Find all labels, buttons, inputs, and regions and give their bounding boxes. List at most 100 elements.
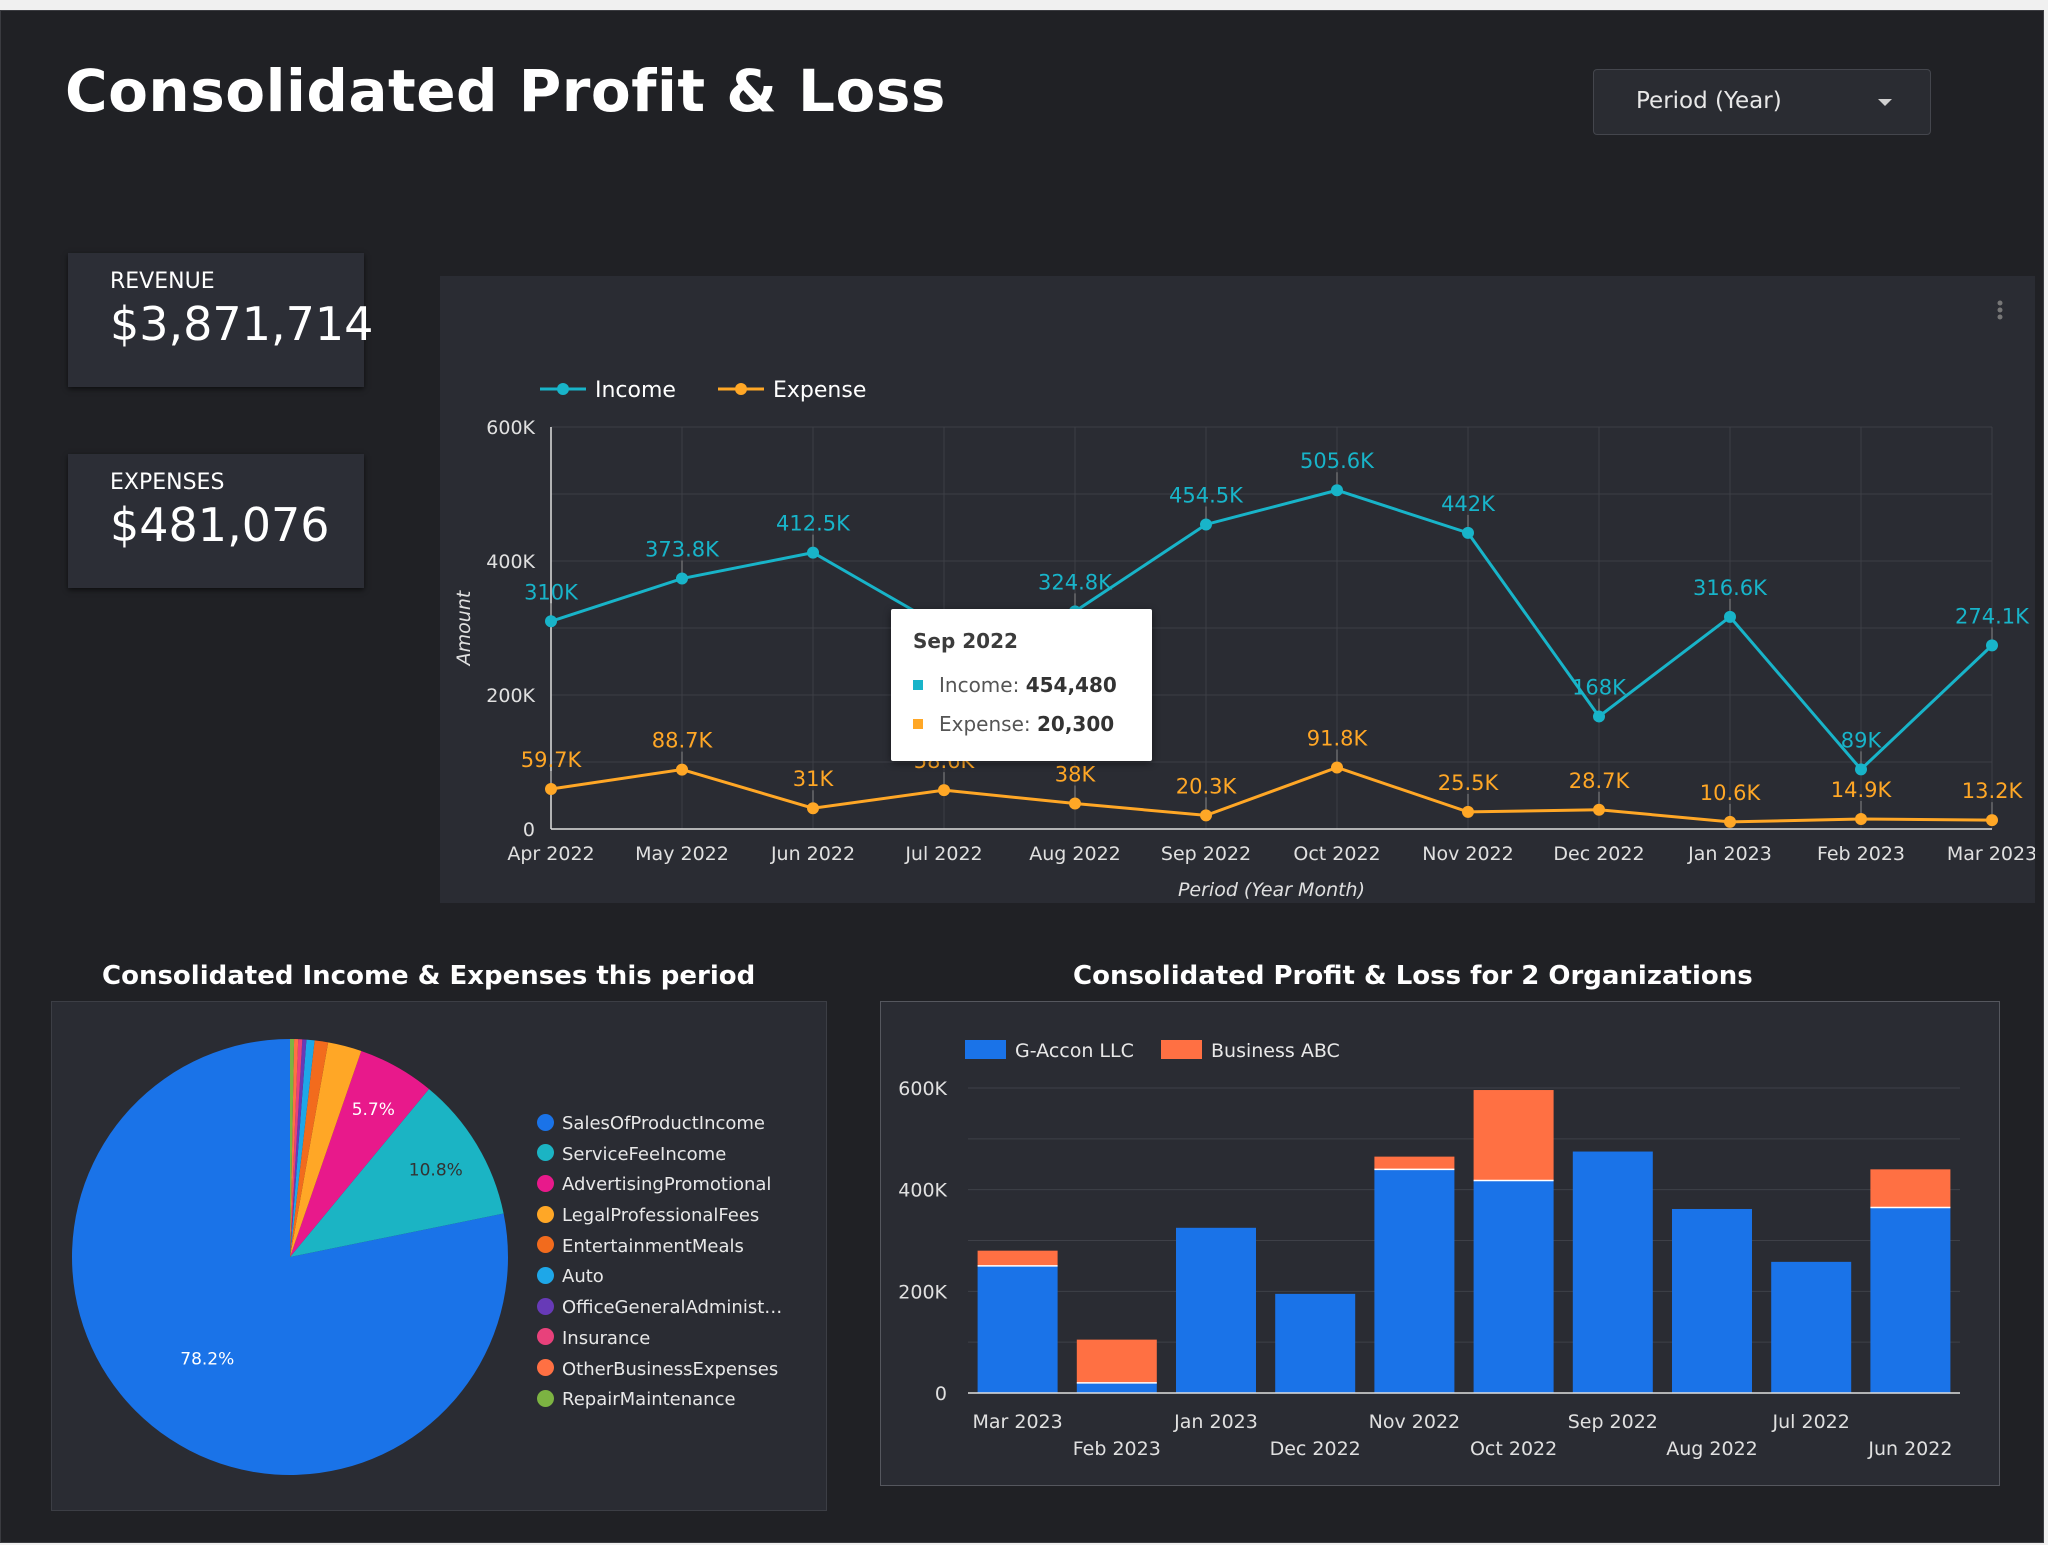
tooltip-income-value: 454,480 bbox=[1025, 673, 1117, 697]
x-tick-label: May 2022 bbox=[635, 843, 729, 865]
x-tick-label: Jan 2023 bbox=[1687, 843, 1772, 865]
x-tick-label: Aug 2022 bbox=[1666, 1438, 1758, 1460]
legend-item-expense: Expense bbox=[718, 378, 866, 403]
x-tick-label: Jul 2022 bbox=[1772, 1411, 1850, 1433]
tooltip-expense-label: Expense: bbox=[939, 712, 1031, 736]
pie-slice bbox=[290, 1040, 329, 1257]
bar-chart-title: Consolidated Profit & Loss for 2 Organiz… bbox=[1073, 961, 1753, 991]
tooltip-title: Sep 2022 bbox=[913, 629, 1018, 653]
expenses-label: EXPENSES bbox=[110, 470, 225, 495]
bar-gaccon bbox=[1374, 1169, 1455, 1393]
x-tick-label: Oct 2022 bbox=[1293, 843, 1380, 865]
pie-legend-label: OfficeGeneralAdminist… bbox=[562, 1297, 783, 1319]
legend-swatch bbox=[1161, 1040, 1202, 1059]
pie-legend-item: LegalProfessionalFees bbox=[537, 1205, 782, 1236]
legend-dot bbox=[537, 1236, 554, 1254]
pie-legend: SalesOfProductIncome ServiceFeeIncome Adve… bbox=[537, 1113, 782, 1420]
dashboard: Consolidated Profit & Loss Period (Year)… bbox=[0, 10, 2044, 1543]
x-tick-label: Dec 2022 bbox=[1553, 843, 1644, 865]
period-dropdown-label: Period (Year) bbox=[1636, 88, 1782, 114]
pie-legend-item: AdvertisingPromotional bbox=[537, 1174, 782, 1205]
x-tick-label: Feb 2023 bbox=[1073, 1438, 1161, 1460]
chevron-down-icon bbox=[1878, 99, 1892, 106]
x-tick-label: Aug 2022 bbox=[1029, 843, 1121, 865]
income-data-label: 412.5K bbox=[776, 512, 851, 536]
y-tick-label: 400K bbox=[898, 1180, 947, 1202]
pie-slice bbox=[290, 1050, 429, 1257]
expense-point bbox=[1855, 813, 1867, 826]
chart-tooltip: Sep 2022 Income: 454,480 Expense: 20,300 bbox=[891, 609, 1152, 761]
bar-gaccon bbox=[1771, 1261, 1852, 1393]
pie-legend-label: AdvertisingPromotional bbox=[562, 1174, 772, 1196]
pie-slice bbox=[290, 1089, 504, 1257]
expense-data-label: 13.2K bbox=[1962, 779, 2024, 803]
legend-dot bbox=[537, 1144, 554, 1162]
legend-dot bbox=[537, 1113, 554, 1131]
pie-legend-item: Insurance bbox=[537, 1328, 782, 1359]
expense-point bbox=[938, 784, 950, 797]
x-tick-label: Sep 2022 bbox=[1161, 843, 1251, 865]
y-tick-label: 400K bbox=[486, 551, 535, 573]
x-tick-label: Mar 2023 bbox=[1947, 843, 2035, 865]
pie-chart-panel: 78.2% 10.8% 5.7% bbox=[51, 1001, 827, 1511]
legend-item-income: Income bbox=[540, 378, 676, 403]
income-data-label: 505.6K bbox=[1300, 449, 1375, 473]
expense-data-label: 31K bbox=[793, 767, 835, 791]
expense-data-label: 10.6K bbox=[1700, 781, 1762, 805]
bar-gaccon bbox=[1870, 1207, 1951, 1393]
bar-business-abc bbox=[1076, 1339, 1157, 1383]
pie-legend-item: Auto bbox=[537, 1266, 782, 1297]
expense-data-label: 88.7K bbox=[652, 729, 714, 753]
income-data-label: 373.8K bbox=[645, 538, 720, 562]
expense-data-label: 25.5K bbox=[1438, 771, 1500, 795]
income-point bbox=[1200, 518, 1212, 531]
legend-label: Business ABC bbox=[1211, 1040, 1340, 1062]
expense-point bbox=[545, 783, 557, 796]
x-axis-title: Period (Year Month) bbox=[1178, 879, 1365, 901]
pie-legend-label: ServiceFeeIncome bbox=[562, 1143, 727, 1165]
legend-label: G-Accon LLC bbox=[1015, 1040, 1134, 1062]
legend-dot bbox=[537, 1174, 554, 1192]
pie-slice-label: 5.7% bbox=[352, 1100, 395, 1120]
income-point bbox=[676, 572, 688, 585]
pie-legend-label: RepairMaintenance bbox=[562, 1389, 736, 1411]
bar-chart: 0 200K 400K 600K G-Accon LLC Business ABC Mar … bbox=[898, 1040, 1960, 1460]
income-data-label: 442K bbox=[1441, 492, 1496, 516]
legend-dot bbox=[537, 1359, 554, 1376]
pie-slice-label: 10.8% bbox=[409, 1161, 463, 1181]
expense-point bbox=[676, 763, 688, 776]
legend-item: Business ABC bbox=[1161, 1040, 1340, 1062]
expense-point bbox=[1724, 815, 1736, 828]
pie-slice bbox=[290, 1039, 295, 1257]
legend-marker bbox=[735, 383, 747, 395]
y-tick-label: 200K bbox=[898, 1281, 947, 1303]
expense-point bbox=[807, 802, 819, 815]
x-tick-label: Dec 2022 bbox=[1270, 1438, 1361, 1460]
legend-dot bbox=[537, 1297, 554, 1315]
tooltip-expense-value: 20,300 bbox=[1036, 712, 1115, 736]
legend-dot bbox=[537, 1205, 554, 1223]
pie-legend-label: Auto bbox=[562, 1266, 604, 1288]
more-options-icon[interactable] bbox=[1990, 296, 2010, 326]
y-tick-label: 600K bbox=[486, 417, 535, 439]
period-dropdown[interactable]: Period (Year) bbox=[1593, 69, 1931, 135]
income-data-label: 310K bbox=[524, 580, 579, 604]
bar-business-abc bbox=[1374, 1156, 1455, 1170]
income-swatch bbox=[913, 679, 923, 690]
expense-data-label: 59.7K bbox=[521, 748, 583, 772]
pie-legend-item: SalesOfProductIncome bbox=[537, 1113, 782, 1144]
income-point bbox=[807, 546, 819, 559]
income-point bbox=[1331, 484, 1343, 497]
expense-point bbox=[1986, 814, 1998, 827]
x-tick-label: Apr 2022 bbox=[507, 843, 594, 865]
legend-item: G-Accon LLC bbox=[965, 1040, 1134, 1062]
tooltip-expense-row: Expense: 20,300 bbox=[913, 712, 1114, 736]
pie-legend-item: RepairMaintenance bbox=[537, 1389, 782, 1420]
income-point bbox=[1855, 763, 1867, 776]
x-tick-label: Sep 2022 bbox=[1568, 1411, 1658, 1433]
line-chart-panel: 0 200K 400K 600K Apr 2022 May 2022 Jun 2022 Jul… bbox=[440, 276, 2037, 903]
income-point bbox=[1986, 639, 1998, 652]
expense-point bbox=[1069, 797, 1081, 810]
pie-legend-item: ServiceFeeIncome bbox=[537, 1144, 782, 1175]
y-axis-title: Amount bbox=[453, 589, 475, 667]
